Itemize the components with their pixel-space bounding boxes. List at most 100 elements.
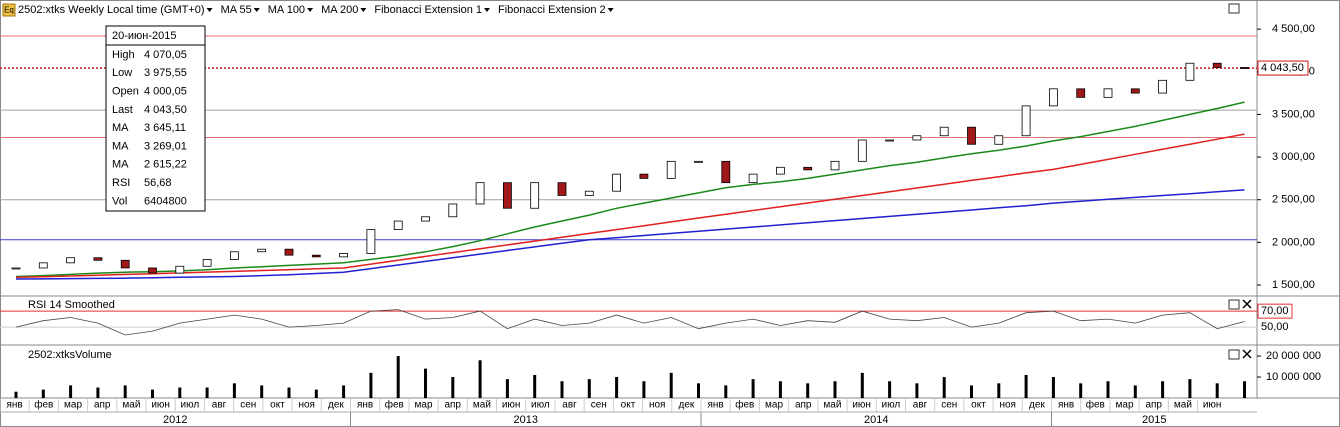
info-box <box>105 25 206 212</box>
volume-bar <box>96 387 100 398</box>
volume-title[interactable]: 2502:xtksVolume <box>28 349 112 361</box>
candle <box>584 190 594 196</box>
volume-bar <box>396 356 400 398</box>
volume-bar <box>342 385 346 398</box>
candle <box>612 173 621 192</box>
month-label: мар <box>765 400 783 411</box>
info-row-label: Open <box>112 86 139 98</box>
dropdown-arrow <box>484 8 490 12</box>
info-row-value: 3 645,11 <box>144 122 186 134</box>
candle <box>1158 79 1167 94</box>
month-label: янв <box>1058 400 1074 411</box>
info-row-value: 4 043,50 <box>144 104 187 116</box>
indicator-label[interactable]: MA 55 <box>221 4 252 16</box>
volume-bar <box>997 383 1001 398</box>
month-label: фев <box>385 399 404 411</box>
info-row-label: Low <box>112 67 132 79</box>
y-tick-label: 1 500,00 <box>1272 279 1315 291</box>
month-label: янв <box>707 400 723 411</box>
month-label: мар <box>64 400 82 411</box>
info-row-value: 4 070,05 <box>144 49 187 61</box>
volume-bar <box>615 377 619 398</box>
close-button[interactable] <box>1242 349 1252 359</box>
indicator-label[interactable]: MA 100 <box>268 4 305 16</box>
volume-bar <box>970 385 973 398</box>
volume-bar <box>1188 379 1192 398</box>
rsi-tick-label: 50,00 <box>1261 321 1289 333</box>
volume-bar <box>369 372 373 398</box>
volume-bar <box>669 372 673 398</box>
candle <box>639 173 649 179</box>
candle <box>530 182 540 209</box>
candle <box>694 160 703 163</box>
month-label: янв <box>6 400 22 411</box>
maximize-button[interactable] <box>1228 349 1240 360</box>
info-row-label: MA <box>112 140 129 152</box>
maximize-button[interactable] <box>1228 3 1240 14</box>
volume-bar <box>69 385 73 398</box>
volume-bar <box>232 383 236 398</box>
candle <box>202 259 212 267</box>
volume-bar <box>642 381 646 398</box>
candle <box>175 265 185 274</box>
indicator-label[interactable]: MA 200 <box>321 4 358 16</box>
candle <box>885 139 894 142</box>
volume-bar <box>287 387 291 398</box>
rsi-title[interactable]: RSI 14 Smoothed <box>28 299 115 311</box>
y-tick-label: 2 000,00 <box>1272 236 1315 248</box>
info-row-label: Vol <box>112 195 127 207</box>
volume-bar <box>478 360 482 398</box>
month-label: июн <box>502 400 521 411</box>
volume-bar <box>942 377 946 398</box>
volume-bar <box>451 377 455 398</box>
volume-bar <box>1243 381 1246 398</box>
indicator-label[interactable]: Fibonacci Extension 1 <box>374 4 482 16</box>
moving-average-line <box>15 189 1245 280</box>
month-label: апр <box>94 400 111 411</box>
month-label: авг <box>212 400 227 411</box>
volume-bar <box>860 372 864 398</box>
rsi-tick-label: 70,00 <box>1261 305 1289 317</box>
candle <box>557 182 567 196</box>
moving-average-line <box>15 133 1245 279</box>
candle <box>721 160 731 184</box>
info-row-label: MA <box>112 159 129 171</box>
candle <box>830 160 840 171</box>
month-label: авг <box>913 400 928 411</box>
year-label: 2012 <box>163 414 187 426</box>
month-label: май <box>122 400 140 411</box>
candle <box>912 135 922 141</box>
candle <box>1240 67 1249 69</box>
maximize-button[interactable] <box>1228 299 1240 310</box>
candle <box>229 251 239 260</box>
candle <box>994 135 1004 145</box>
month-label: сен <box>941 400 957 411</box>
candle <box>421 216 430 222</box>
dropdown-arrow <box>206 8 213 12</box>
candle <box>748 173 758 184</box>
month-label: май <box>1174 400 1192 411</box>
volume-bar <box>1079 383 1083 398</box>
volume-bar <box>1215 383 1219 398</box>
indicator-label[interactable]: Fibonacci Extension 2 <box>498 4 606 16</box>
symbol-label[interactable]: 2502:xtks Weekly Local time (GMT+0) <box>18 4 205 16</box>
volume-bar <box>205 387 209 398</box>
close-button[interactable] <box>1242 299 1252 309</box>
moving-average-line <box>15 101 1245 278</box>
volume-bar <box>260 385 264 398</box>
candle <box>967 126 976 145</box>
month-label: дек <box>328 400 344 411</box>
volume-bar <box>178 387 182 398</box>
month-label: фев <box>1086 399 1105 411</box>
month-label: янв <box>357 400 373 411</box>
dropdown-arrow <box>360 8 367 12</box>
candle <box>257 248 267 253</box>
symbol-icon-text: Eq <box>4 6 14 15</box>
month-label: мар <box>1116 400 1134 411</box>
candle <box>11 267 21 270</box>
volume-bar <box>1161 381 1165 398</box>
volume-bar <box>1106 381 1110 398</box>
month-label: апр <box>444 400 461 411</box>
symbol-icon[interactable] <box>2 3 16 17</box>
